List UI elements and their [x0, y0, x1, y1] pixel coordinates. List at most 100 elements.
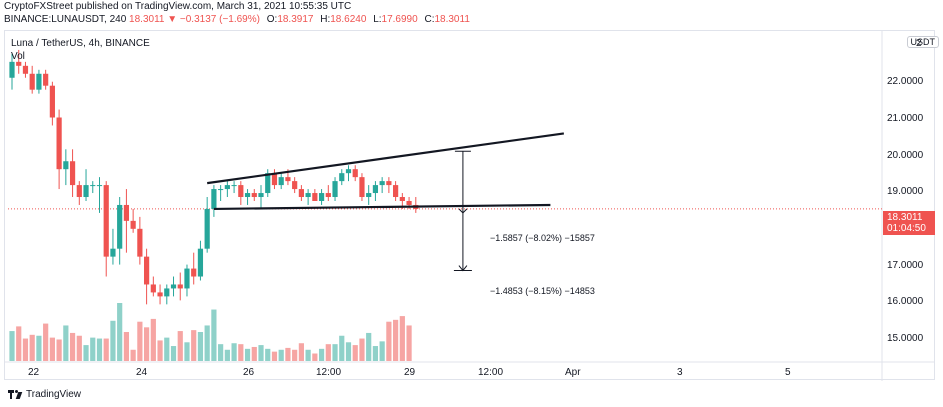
- volume-bar: [379, 341, 385, 361]
- candle-body: [144, 256, 150, 285]
- candle-body: [43, 73, 49, 86]
- y-tick: 17.0000: [887, 260, 924, 271]
- candle-body: [184, 268, 190, 289]
- candle-body: [191, 268, 197, 277]
- volume-bar: [103, 338, 109, 361]
- candle-body: [399, 197, 405, 201]
- candle-body: [9, 61, 15, 78]
- candle-body: [325, 193, 331, 198]
- bar-countdown: 01:04:50: [887, 223, 926, 234]
- volume-bar: [43, 323, 49, 361]
- volume-bar: [76, 335, 82, 361]
- candle-body: [318, 193, 325, 201]
- chart-frame[interactable]: [4, 30, 935, 380]
- candle-body: [164, 288, 170, 297]
- candle-body: [278, 177, 284, 186]
- tradingview-brand: TradingView: [26, 389, 82, 400]
- x-tick: Apr: [565, 367, 581, 378]
- volume-bar: [83, 345, 89, 361]
- volume-bar: [345, 342, 352, 361]
- volume-bar: [366, 332, 372, 361]
- candle-body: [298, 189, 304, 198]
- volume-bar: [251, 346, 257, 361]
- volume-bar: [258, 345, 264, 361]
- candle-body: [137, 228, 143, 257]
- candle-body: [69, 161, 76, 186]
- chart-legend-title[interactable]: Luna / TetherUS, 4h, BINANCE: [11, 38, 150, 49]
- candle-body: [130, 220, 136, 229]
- candle-body: [366, 193, 372, 198]
- publisher-info: CryptoFXStreet published on TradingView.…: [4, 1, 352, 12]
- candle-body: [123, 204, 130, 221]
- volume-bar: [285, 347, 291, 361]
- volume-bar: [123, 332, 130, 361]
- volume-bar: [36, 335, 42, 361]
- candle-body: [305, 193, 311, 198]
- volume-bar: [29, 334, 35, 361]
- x-tick: 3: [677, 367, 683, 378]
- last-price-value: 18.3011: [887, 212, 923, 223]
- candle-body: [312, 193, 318, 201]
- candle-body: [177, 284, 183, 289]
- candle-body: [224, 185, 230, 190]
- volume-bar: [16, 326, 22, 361]
- currency-button[interactable]: USDT: [906, 36, 939, 48]
- x-tick: 26: [243, 367, 255, 378]
- candle-body: [244, 193, 251, 198]
- volume-bar: [406, 325, 412, 361]
- candle-body: [90, 185, 96, 187]
- high-label: H:: [320, 14, 331, 25]
- x-tick: 12:00: [478, 367, 504, 378]
- candle-body: [150, 284, 156, 293]
- candle-body: [63, 161, 69, 170]
- candle-body: [56, 117, 62, 170]
- candle-body: [218, 189, 224, 191]
- candle-body: [386, 181, 392, 186]
- volume-bar: [197, 332, 204, 361]
- close-label: C:: [424, 14, 435, 25]
- volume-bar: [231, 343, 237, 361]
- candle-body: [379, 181, 385, 186]
- x-tick: 5: [785, 367, 791, 378]
- symbol-label: BINANCE:LUNAUSDT, 240: [4, 14, 127, 25]
- candle-body: [292, 181, 298, 190]
- candle-body: [83, 185, 89, 198]
- volume-bar: [157, 340, 163, 361]
- volume-bar: [22, 338, 29, 361]
- volume-bar: [352, 345, 358, 361]
- candle-body: [170, 284, 177, 289]
- y-tick: 16.0000: [887, 296, 924, 307]
- volume-bar: [393, 319, 399, 361]
- candle-body: [285, 177, 291, 182]
- volume-bar: [372, 346, 379, 361]
- volume-bar: [238, 344, 244, 361]
- candle-body: [22, 65, 29, 74]
- tradingview-icon: [8, 390, 23, 399]
- candle-body: [231, 185, 237, 187]
- volume-bar: [325, 344, 331, 361]
- x-tick: 12:00: [316, 367, 342, 378]
- candle-body: [16, 61, 22, 66]
- candle-body: [238, 185, 244, 198]
- volume-bar: [150, 318, 156, 361]
- measure-lower-label: −1.4853 (−8.15%) −14853: [490, 286, 595, 296]
- volume-bar: [56, 339, 62, 361]
- volume-bar: [339, 335, 345, 361]
- volume-bar: [184, 342, 190, 361]
- candle-body: [96, 185, 103, 187]
- volume-legend[interactable]: Vol: [11, 51, 25, 62]
- measure-mid-arrow: [458, 208, 468, 214]
- volume-bar: [265, 348, 271, 361]
- volume-bar: [332, 344, 338, 361]
- y-tick: 22.0000: [887, 76, 924, 87]
- tradingview-logo[interactable]: TradingView: [8, 389, 81, 400]
- volume-bar: [271, 351, 278, 361]
- volume-bar: [278, 349, 284, 361]
- candle-body: [117, 204, 123, 249]
- candle-body: [271, 173, 278, 186]
- candle-body: [258, 193, 264, 198]
- candle-body: [332, 181, 338, 198]
- volume-bar: [305, 349, 311, 361]
- trendline-lower: [213, 203, 551, 211]
